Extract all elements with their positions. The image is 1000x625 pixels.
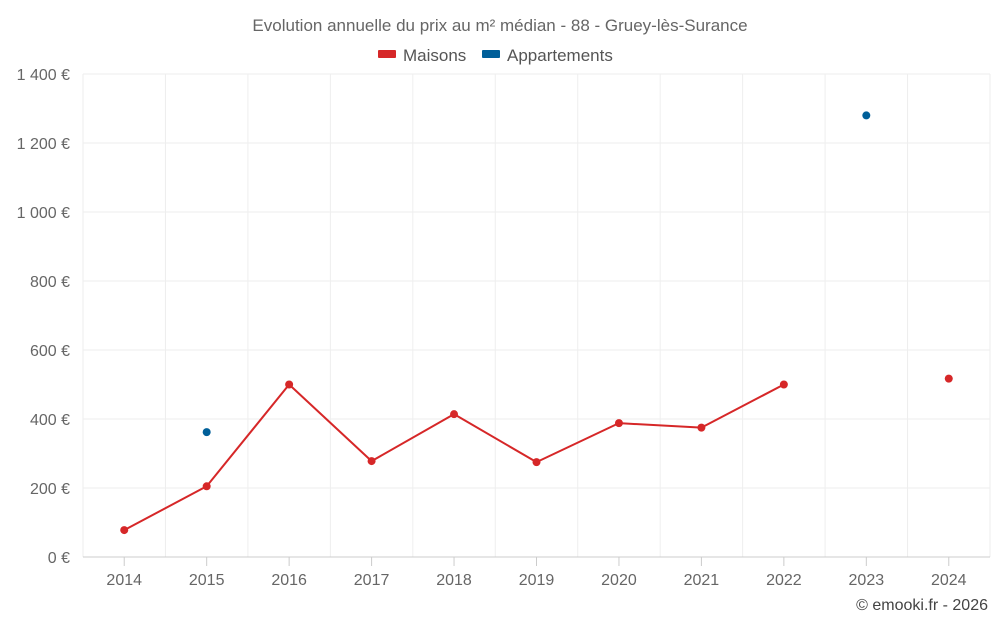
data-point-maisons[interactable] [614, 419, 623, 428]
data-point-maisons[interactable] [367, 457, 376, 466]
legend-swatch-maisons [378, 50, 396, 58]
y-tick-label: 1 200 € [17, 136, 70, 153]
data-point-maisons[interactable] [450, 410, 459, 419]
x-tick-label: 2024 [931, 572, 967, 589]
y-tick-label: 1 400 € [17, 67, 70, 84]
y-tick-label: 0 € [48, 550, 70, 567]
legend-swatch-appartements [482, 50, 500, 58]
data-point-maisons[interactable] [202, 482, 211, 491]
x-tick-label: 2023 [849, 572, 885, 589]
data-point-appartements[interactable] [202, 428, 211, 437]
y-tick-label: 800 € [30, 274, 70, 291]
data-point-maisons[interactable] [532, 458, 541, 467]
legend-item-appartements[interactable]: Appartements [482, 46, 613, 65]
y-tick-label: 200 € [30, 481, 70, 498]
legend-label-maisons: Maisons [403, 46, 466, 65]
legend-label-appartements: Appartements [507, 46, 613, 65]
data-point-appartements[interactable] [862, 111, 871, 120]
credit-text: © emooki.fr - 2026 [856, 597, 988, 614]
x-tick-label: 2020 [601, 572, 637, 589]
x-tick-label: 2017 [354, 572, 390, 589]
data-point-maisons[interactable] [120, 526, 129, 535]
y-axis: 0 € 200 € 400 € 600 € 800 € 1 000 € 1 200 € 1 4… [17, 67, 70, 567]
x-tick-label: 2018 [436, 572, 472, 589]
legend: Maisons Appartements [378, 46, 613, 65]
y-tick-label: 600 € [30, 343, 70, 360]
data-point-maisons[interactable] [285, 380, 294, 389]
plot-area [120, 111, 953, 535]
y-tick-label: 1 000 € [17, 205, 70, 222]
y-tick-label: 400 € [30, 412, 70, 429]
x-tick-label: 2016 [271, 572, 307, 589]
data-point-maisons[interactable] [779, 380, 788, 389]
x-axis: 2014 2015 2016 2017 2018 2019 2020 2021 2022 2023… [83, 556, 990, 589]
x-tick-label: 2015 [189, 572, 225, 589]
series-line-maisons [123, 383, 785, 531]
grid [82, 73, 991, 557]
data-point-maisons[interactable] [944, 374, 953, 383]
data-point-maisons[interactable] [697, 423, 706, 432]
x-tick-label: 2014 [106, 572, 142, 589]
chart-title: Evolution annuelle du prix au m² médian … [252, 16, 747, 35]
x-tick-label: 2021 [684, 572, 720, 589]
x-tick-label: 2022 [766, 572, 802, 589]
legend-item-maisons[interactable]: Maisons [378, 46, 466, 65]
x-tick-label: 2019 [519, 572, 555, 589]
